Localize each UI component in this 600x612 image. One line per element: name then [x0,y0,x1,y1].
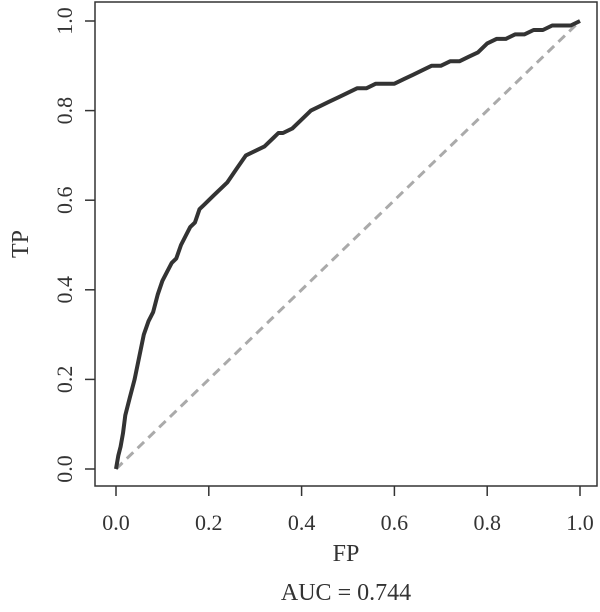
y-tick-label: 0.8 [52,97,77,125]
x-tick-label: 0.2 [195,510,223,535]
y-axis-title: TP [8,230,34,258]
x-tick-label: 0.0 [102,510,130,535]
x-axis-title: FP [333,541,360,567]
x-tick-label: 0.4 [288,510,316,535]
auc-caption: AUC = 0.744 [281,580,411,606]
y-tick-label: 0.6 [52,186,77,214]
roc-curve-line [114,19,581,470]
plot-frame [94,1,598,487]
x-tick-label: 0.8 [473,510,501,535]
y-tick-label: 0.4 [52,276,77,304]
chance-diagonal-line [114,19,582,471]
y-tick-label: 0.2 [52,366,77,394]
y-tick-label: 0.0 [52,455,77,483]
x-tick-label: 1.0 [566,510,594,535]
y-tick-label: 1.0 [52,7,77,35]
x-tick-label: 0.6 [381,510,409,535]
